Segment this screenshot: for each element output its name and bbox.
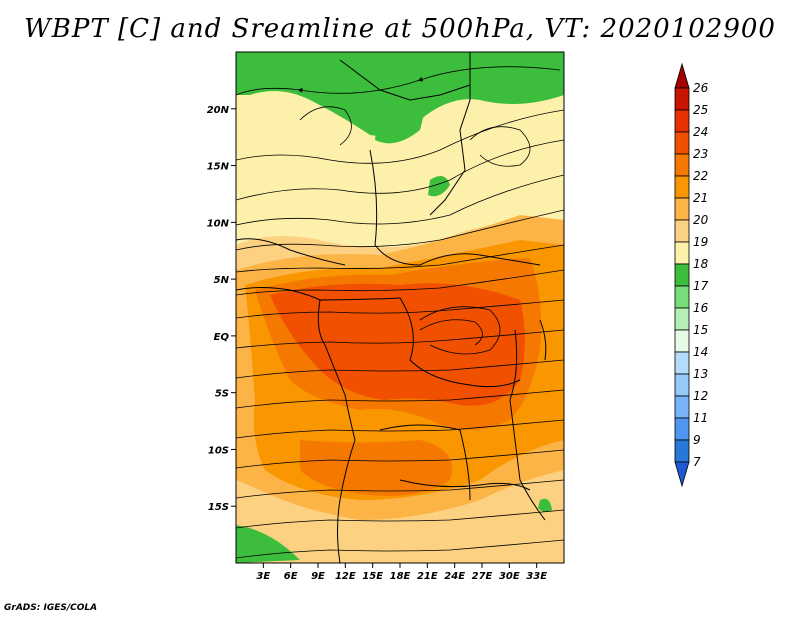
lon-tick-label: 24E: [444, 571, 465, 582]
lon-tick-label: 33E: [526, 571, 547, 582]
colorbar-swatch: [674, 307, 690, 331]
colorbar-label: 9: [693, 433, 701, 447]
wbpt-shading: [236, 52, 564, 563]
colorbar-label: 11: [693, 411, 708, 425]
lat-tick-label: EQ: [214, 332, 230, 343]
colorbar-bottom-arrow: [674, 461, 690, 488]
colorbar-swatch: [674, 417, 690, 441]
colorbar-label: 23: [693, 147, 708, 161]
colorbar-label: 26: [693, 81, 709, 95]
lon-tick-label: 21E: [417, 571, 438, 582]
colorbar-label: 17: [693, 279, 709, 293]
boundaries: [236, 52, 547, 563]
colorbar-label: 20: [693, 213, 709, 227]
colorbar-swatch: [674, 197, 690, 221]
colorbar-label: 12: [693, 389, 708, 403]
colorbar-swatch: [674, 131, 690, 155]
lon-tick-label: 6E: [284, 571, 298, 582]
lat-tick-label: 15S: [208, 502, 229, 513]
lat-tick-label: 5S: [215, 389, 229, 400]
credit-text: GrADS: IGES/COLA: [4, 603, 98, 613]
colorbar-swatch: [674, 285, 690, 309]
colorbar-swatch: [674, 109, 690, 133]
colorbar-swatch: [674, 153, 690, 177]
colorbar-swatch: [674, 219, 690, 243]
colorbar-swatch: [674, 175, 690, 199]
colorbar-swatch: [674, 241, 690, 265]
colorbar: 26 25 24 23 22 21 20 19 18 17 16 15 14 13 12 11 9 7: [674, 62, 709, 488]
colorbar-swatch: [674, 373, 690, 397]
streamlines: [236, 66, 564, 559]
colorbar-label: 24: [693, 125, 708, 139]
lat-tick-label: 5N: [214, 275, 230, 286]
colorbar-label: 14: [693, 345, 708, 359]
colorbar-swatch: [674, 395, 690, 419]
colorbar-label: 22: [693, 169, 708, 183]
lon-tick-label: 18E: [390, 571, 411, 582]
colorbar-swatch: [674, 263, 690, 287]
lon-tick-label: 3E: [256, 571, 270, 582]
colorbar-swatch: [674, 329, 690, 353]
colorbar-swatch: [674, 351, 690, 375]
colorbar-label: 16: [693, 301, 709, 315]
lon-tick-label: 30E: [499, 571, 520, 582]
lat-tick-label: 20N: [207, 105, 230, 116]
longitude-axis: 3E 6E 9E 12E 15E 18E 21E 24E 27E 30E 33E: [256, 563, 547, 582]
lat-tick-label: 15N: [207, 162, 230, 173]
colorbar-label: 7: [693, 455, 701, 469]
lon-tick-label: 15E: [362, 571, 383, 582]
colorbar-label: 25: [693, 103, 708, 117]
lat-tick-label: 10N: [207, 218, 230, 229]
lon-tick-label: 27E: [472, 571, 493, 582]
colorbar-label: 18: [693, 257, 709, 271]
lat-tick-label: 10S: [208, 445, 229, 456]
lon-tick-label: 9E: [311, 571, 325, 582]
colorbar-swatch: [674, 439, 690, 463]
map-title: WBPT [C] and Sreamline at 500hPa, VT: 20…: [24, 14, 776, 44]
colorbar-label: 21: [693, 191, 708, 205]
lon-tick-label: 12E: [335, 571, 356, 582]
colorbar-top-arrow: [674, 62, 690, 89]
colorbar-swatch: [674, 87, 690, 111]
latitude-axis: 20N 15N 10N 5N EQ 5S 10S 15S: [207, 105, 236, 513]
colorbar-label: 13: [693, 367, 708, 381]
colorbar-label: 19: [693, 235, 708, 249]
colorbar-label: 15: [693, 323, 708, 337]
